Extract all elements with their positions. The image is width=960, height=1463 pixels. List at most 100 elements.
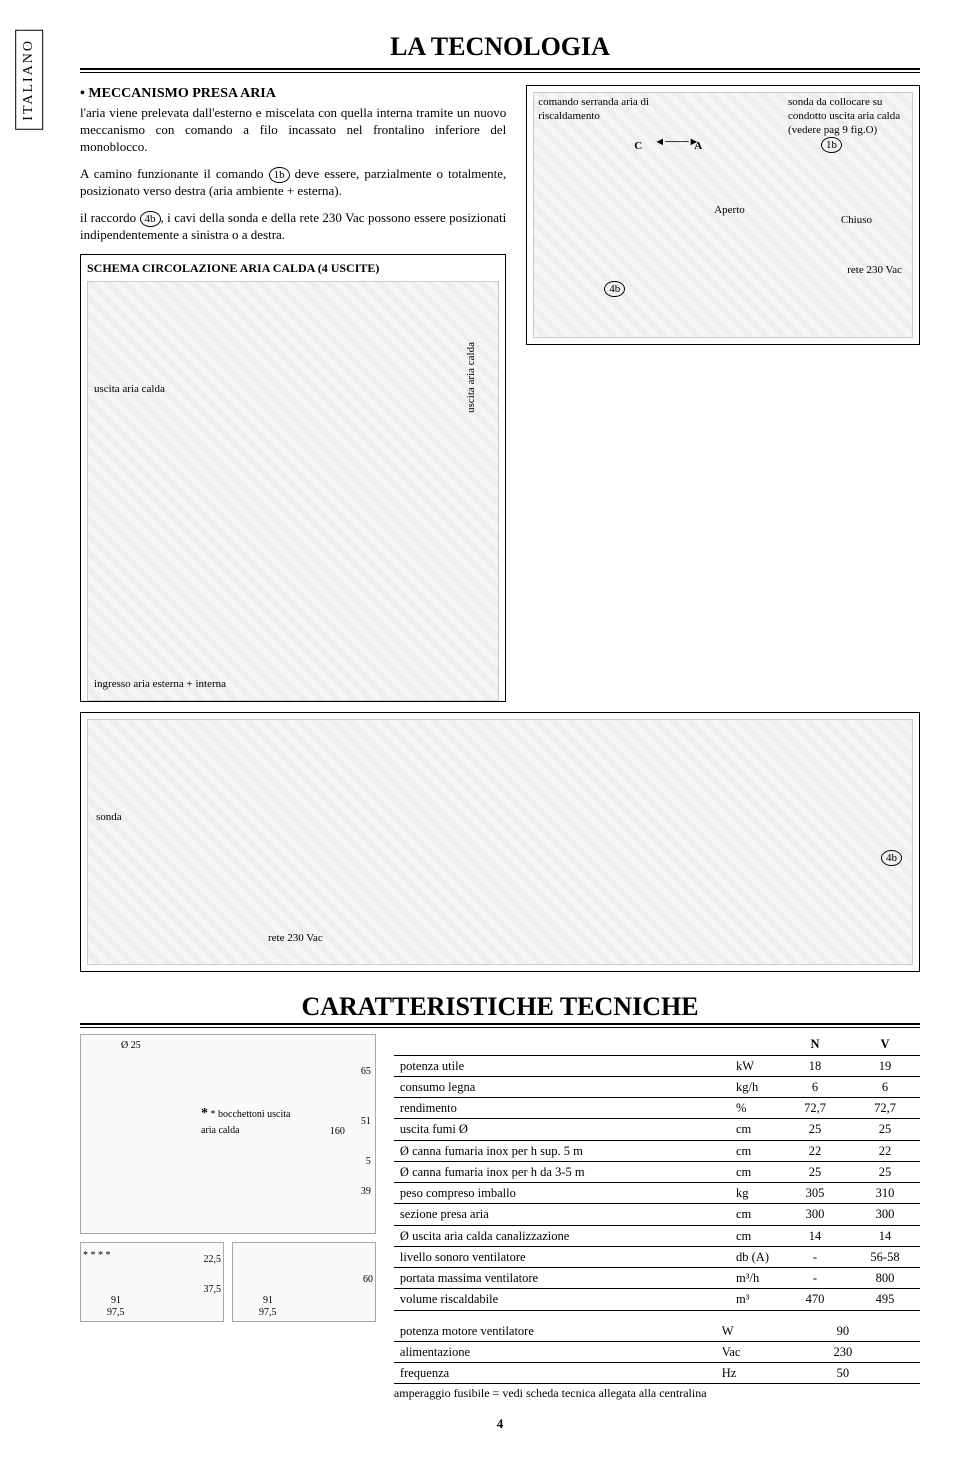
row-v: 14 xyxy=(850,1225,920,1246)
schema-title: SCHEMA CIRCOLAZIONE ARIA CALDA (4 USCITE… xyxy=(87,261,499,277)
row-val: 230 xyxy=(766,1341,920,1362)
row-label: potenza utile xyxy=(394,1055,730,1076)
fig2-ref-4b: 4b xyxy=(881,850,902,866)
table-row: potenza motore ventilatoreW90 xyxy=(394,1321,920,1342)
row-label: volume riscaldabile xyxy=(394,1289,730,1310)
rule-thick xyxy=(80,68,920,70)
row-label: frequenza xyxy=(394,1363,716,1384)
row-unit: cm xyxy=(730,1225,780,1246)
row-v: 800 xyxy=(850,1268,920,1289)
row-unit: Hz xyxy=(716,1363,766,1384)
row-label: Ø canna fumaria inox per h sup. 5 m xyxy=(394,1140,730,1161)
row-label: sezione presa aria xyxy=(394,1204,730,1225)
rule-thin xyxy=(80,72,920,73)
tecnologia-body: • MECCANISMO PRESA ARIA l'aria viene pre… xyxy=(80,85,920,702)
row-label: Ø uscita aria calda canalizzazione xyxy=(394,1225,730,1246)
mech-p3a: il raccordo xyxy=(80,210,140,225)
table-row: Ø canna fumaria inox per h sup. 5 mcm222… xyxy=(394,1140,920,1161)
row-unit: db (A) xyxy=(730,1246,780,1267)
dim-39: 39 xyxy=(361,1185,371,1198)
dim-160: 160 xyxy=(330,1125,345,1138)
table-row: frequenzaHz50 xyxy=(394,1363,920,1384)
mech-heading: • MECCANISMO PRESA ARIA xyxy=(80,85,506,103)
fig2-sonda: sonda xyxy=(96,810,122,824)
star-note: * * bocchettoni uscita aria calda xyxy=(201,1105,301,1136)
row-n: 18 xyxy=(780,1055,850,1076)
plan-view-1: * * * * 22,5 37,5 91 97,5 xyxy=(80,1242,224,1322)
fig1-chiuso: Chiuso xyxy=(841,213,872,227)
table-row: uscita fumi Øcm2525 xyxy=(394,1119,920,1140)
dim-65: 65 xyxy=(361,1065,371,1078)
table-row: Ø uscita aria calda canalizzazionecm1414 xyxy=(394,1225,920,1246)
tech-table-header: N V xyxy=(394,1034,920,1055)
row-unit: kg/h xyxy=(730,1076,780,1097)
row-v: 495 xyxy=(850,1289,920,1310)
row-label: peso compreso imballo xyxy=(394,1183,730,1204)
asterisk-icon: * xyxy=(201,1106,208,1121)
dim-60: 60 xyxy=(363,1273,373,1286)
mech-p2: A camino funzionante il comando 1b deve … xyxy=(80,166,506,200)
fig1-arrow: ◄───► xyxy=(654,135,699,149)
dim-225: 22,5 xyxy=(203,1253,221,1266)
plan-view-2: 60 91 97,5 xyxy=(232,1242,376,1322)
left-column: • MECCANISMO PRESA ARIA l'aria viene pre… xyxy=(80,85,506,702)
row-n: 25 xyxy=(780,1119,850,1140)
front-view-drawing: Ø 25 65 51 5 39 160 * * bocchettoni usci… xyxy=(80,1034,376,1234)
schema-diagram: uscita aria calda uscita aria calda ingr… xyxy=(87,281,499,701)
row-unit: kW xyxy=(730,1055,780,1076)
dim-975a: 97,5 xyxy=(107,1306,125,1319)
plan-views-row: * * * * 22,5 37,5 91 97,5 60 91 97,5 xyxy=(80,1242,376,1322)
row-unit: Vac xyxy=(716,1341,766,1362)
fig1-aperto: Aperto xyxy=(714,203,745,217)
table-row: rendimento%72,772,7 xyxy=(394,1098,920,1119)
row-unit: m³ xyxy=(730,1289,780,1310)
row-val: 50 xyxy=(766,1363,920,1384)
fig2-rete: rete 230 Vac xyxy=(268,931,323,945)
tech-table: N V potenza utilekW1819 consumo legnakg/h… xyxy=(394,1034,920,1310)
row-unit: % xyxy=(730,1098,780,1119)
row-unit: W xyxy=(716,1321,766,1342)
row-label: alimentazione xyxy=(394,1341,716,1362)
page-content: LA TECNOLOGIA • MECCANISMO PRESA ARIA l'… xyxy=(80,30,920,1433)
row-unit: cm xyxy=(730,1140,780,1161)
mech-p3: il raccordo 4b, i cavi della sonda e del… xyxy=(80,210,506,244)
section-title-tecnologia: LA TECNOLOGIA xyxy=(80,30,920,64)
row-v: 56-58 xyxy=(850,1246,920,1267)
row-label: rendimento xyxy=(394,1098,730,1119)
row-unit: kg xyxy=(730,1183,780,1204)
row-unit: m³/h xyxy=(730,1268,780,1289)
ref-1b-inline: 1b xyxy=(269,167,290,183)
rule-thick-2 xyxy=(80,1023,920,1025)
row-label: consumo legna xyxy=(394,1076,730,1097)
row-v: 6 xyxy=(850,1076,920,1097)
lbl-uscita-vert: uscita aria calda xyxy=(464,342,478,413)
dimension-drawings: Ø 25 65 51 5 39 160 * * bocchettoni usci… xyxy=(80,1034,376,1402)
fig1-rete: rete 230 Vac xyxy=(847,263,902,277)
dim-5: 5 xyxy=(366,1155,371,1168)
figure-2-box: sonda rete 230 Vac 4b xyxy=(80,712,920,972)
col-n: N xyxy=(780,1034,850,1055)
row-v: 22 xyxy=(850,1140,920,1161)
col-v: V xyxy=(850,1034,920,1055)
row-v: 19 xyxy=(850,1055,920,1076)
row-n: 470 xyxy=(780,1289,850,1310)
table-row: alimentazioneVac230 xyxy=(394,1341,920,1362)
dim-51: 51 xyxy=(361,1115,371,1128)
row-unit: cm xyxy=(730,1119,780,1140)
table-row: peso compreso imballokg305310 xyxy=(394,1183,920,1204)
mech-p1: l'aria viene prelevata dall'esterno e mi… xyxy=(80,105,506,156)
rule-thin-2 xyxy=(80,1027,920,1028)
row-v: 25 xyxy=(850,1161,920,1182)
schema-box: SCHEMA CIRCOLAZIONE ARIA CALDA (4 USCITE… xyxy=(80,254,506,702)
table-row: consumo legnakg/h66 xyxy=(394,1076,920,1097)
table-row: volume riscaldabilem³470495 xyxy=(394,1289,920,1310)
dim-d25: Ø 25 xyxy=(121,1039,141,1052)
section-title-caratteristiche: CARATTERISTICHE TECNICHE xyxy=(80,990,920,1024)
fig1-c: C xyxy=(634,139,642,153)
tech-table-2: potenza motore ventilatoreW90alimentazio… xyxy=(394,1321,920,1385)
row-unit: cm xyxy=(730,1161,780,1182)
row-v: 310 xyxy=(850,1183,920,1204)
row-n: 14 xyxy=(780,1225,850,1246)
row-n: - xyxy=(780,1246,850,1267)
row-val: 90 xyxy=(766,1321,920,1342)
